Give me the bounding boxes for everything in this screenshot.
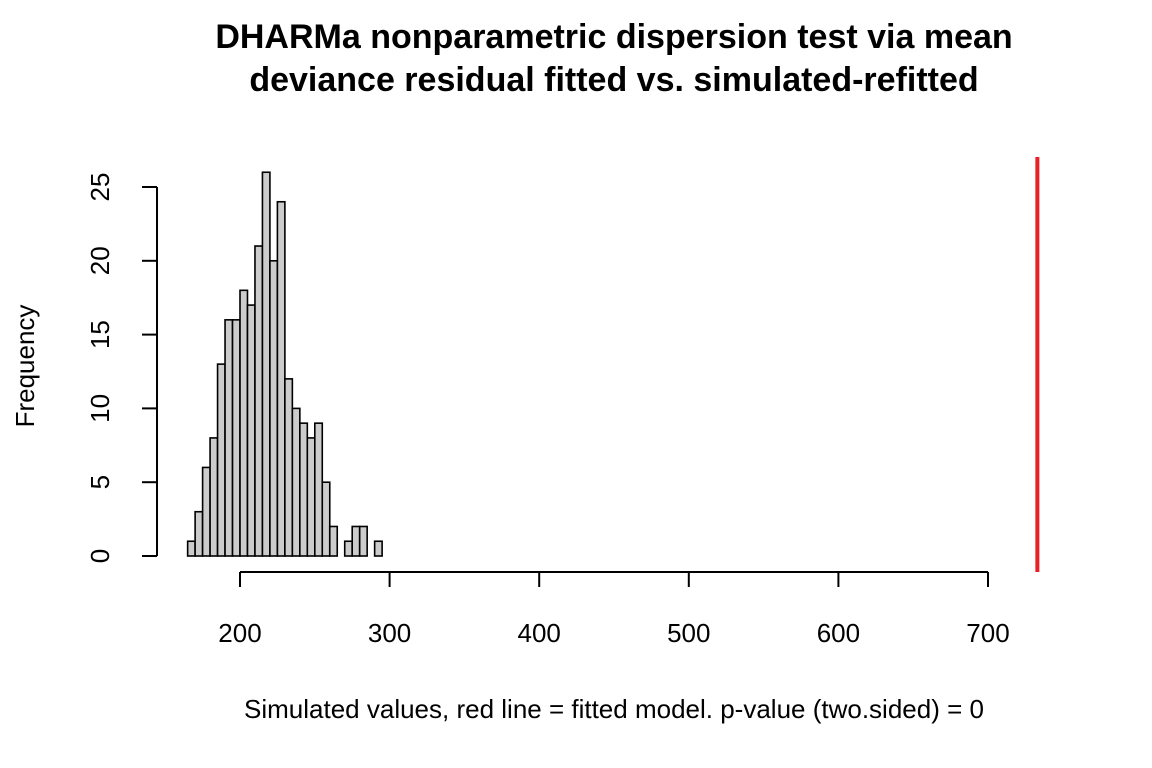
histogram-bar [224, 319, 234, 557]
histogram-bar [186, 540, 196, 557]
y-tick-label: 15 [85, 320, 115, 349]
histogram-bar [291, 407, 301, 557]
histogram-bar [194, 510, 204, 557]
x-tick-label: 300 [368, 618, 411, 648]
histogram-bar [306, 437, 316, 557]
histogram-bar [246, 304, 256, 557]
histogram-bar [358, 525, 368, 557]
histogram-bars [186, 171, 383, 557]
chart-title-line-2: deviance residual fitted vs. simulated-r… [249, 61, 978, 99]
histogram-bar [373, 540, 383, 557]
histogram-bar [328, 525, 339, 557]
y-tick-label: 20 [85, 246, 115, 275]
histogram-bar [351, 525, 361, 557]
y-tick-label: 0 [85, 549, 115, 563]
histogram-bar [239, 289, 249, 557]
histogram-bar [201, 466, 211, 557]
histogram-bar [269, 259, 279, 557]
histogram-bar [276, 200, 286, 557]
histogram-bar [261, 171, 271, 557]
x-axis: 200 300 400 500 600 700 [218, 571, 1010, 648]
histogram-bar [231, 319, 241, 557]
histogram-bar [209, 437, 219, 557]
histogram-bar [313, 422, 324, 557]
histogram-bar [284, 378, 294, 557]
y-tick-label: 10 [85, 394, 115, 423]
histogram-bar [299, 422, 309, 557]
x-tick-label: 500 [667, 618, 710, 648]
y-tick-label: 5 [85, 475, 115, 489]
histogram-bar [321, 481, 331, 557]
x-tick-label: 400 [518, 618, 561, 648]
y-axis: 0 5 10 15 20 25 [85, 173, 158, 563]
x-tick-label: 600 [817, 618, 860, 648]
histogram-bar [216, 363, 226, 557]
histogram-bar [343, 540, 354, 557]
x-tick-label: 200 [218, 618, 261, 648]
x-tick-label: 700 [966, 618, 1009, 648]
y-tick-label: 25 [85, 173, 115, 202]
x-axis-label: Simulated values, red line = fitted mode… [244, 694, 984, 724]
y-axis-label: Frequency [10, 305, 40, 428]
histogram-bar [254, 245, 264, 557]
chart-title-line-1: DHARMa nonparametric dispersion test via… [215, 18, 1012, 56]
